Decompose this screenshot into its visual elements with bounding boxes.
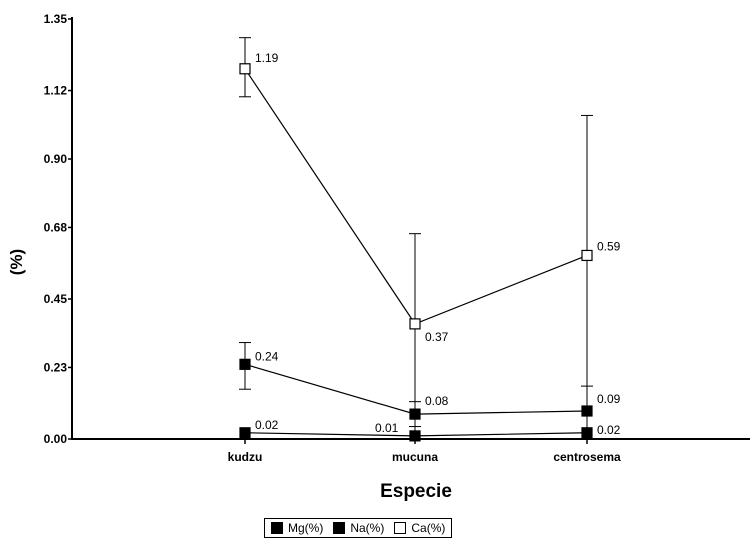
data-label-1-kudzu: 0.02 [255,418,279,432]
data-label-2-kudzu: 1.19 [255,51,279,65]
data-point-0-kudzu [239,358,251,370]
legend-swatch [394,522,407,534]
data-label-0-centrosema: 0.09 [597,392,621,406]
data-point-1-centrosema [581,427,593,439]
data-point-1-mucuna [409,430,421,442]
data-label-2-mucuna: 0.37 [425,330,449,344]
y-tick-label: 1.35 [44,12,68,26]
series-lines [244,68,588,437]
y-tick-label: 0.68 [44,220,68,234]
data-labels: 0.24 0.08 0.09 0.02 0.01 0.02 1.19 0.37 0.59 [255,51,621,437]
legend-item: Ca(%) [394,521,445,535]
x-ticks: kudzu mucuna centrosema [228,439,621,464]
data-point-1-kudzu [239,427,251,439]
error-bars [239,37,593,439]
data-point-0-mucuna [409,408,421,420]
data-point-0-centrosema [581,405,593,417]
data-label-1-mucuna: 0.01 [375,421,399,435]
y-tick-label: 0.23 [44,360,68,374]
x-tick-label-kudzu: kudzu [228,450,263,464]
legend-label: Na(%) [350,521,385,535]
y-tick-label: 0.90 [44,152,68,166]
legend-item: Na(%) [333,521,384,535]
data-point-2-centrosema [581,249,593,262]
y-axis-label: (%) [7,249,26,275]
y-tick-label: 0.45 [44,292,68,306]
legend-label: Mg(%) [288,521,324,535]
y-tick-label: 0.00 [44,432,68,446]
data-points [239,63,593,442]
data-point-2-kudzu [239,63,251,75]
data-label-0-kudzu: 0.24 [255,349,279,363]
legend-swatch [333,522,346,534]
y-ticks: 0.00 0.23 0.45 0.68 0.90 1.12 1.35 [44,12,72,446]
data-label-2-centrosema: 0.59 [597,239,621,253]
legend-label: Ca(%) [411,521,446,535]
series-line-2 [244,68,588,325]
x-tick-label-centrosema: centrosema [553,450,621,464]
data-label-0-mucuna: 0.08 [425,394,449,408]
x-tick-label-mucuna: mucuna [392,450,438,464]
legend-swatch [271,522,283,534]
data-point-2-mucuna [409,318,421,330]
legend: Mg(%) Na(%) Ca(%) [264,518,453,538]
series-line-0 [244,363,588,415]
x-axis-label: Especie [380,481,452,502]
axes [71,17,750,440]
legend-item: Mg(%) [271,521,323,535]
data-label-1-centrosema: 0.02 [597,423,621,437]
y-tick-label: 1.12 [44,84,68,98]
